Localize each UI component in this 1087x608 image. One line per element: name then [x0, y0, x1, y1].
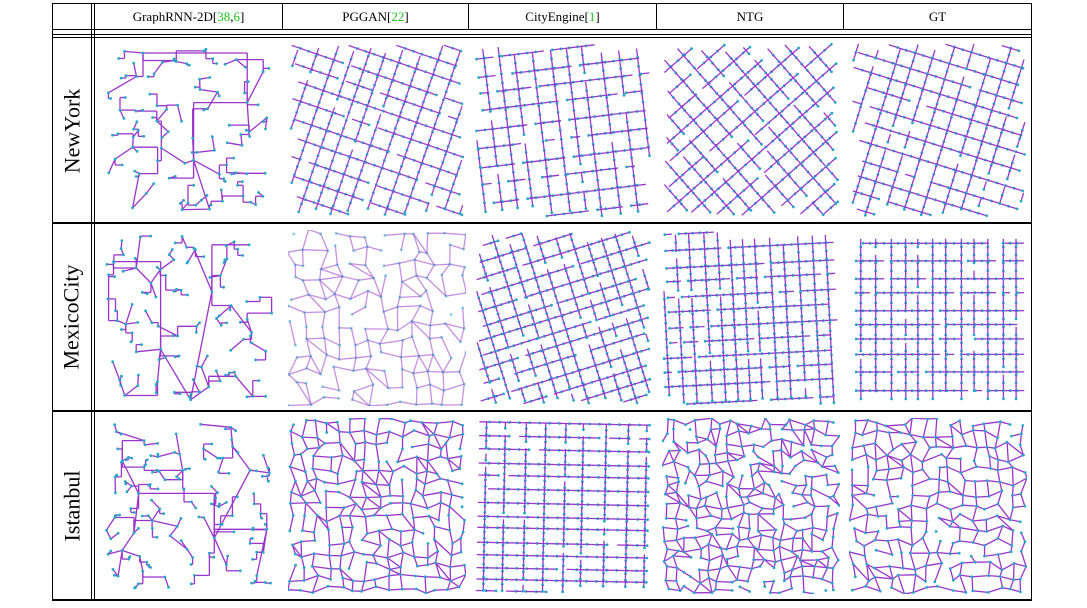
road-network-graphic: [475, 44, 651, 218]
top-rule: [52, 3, 1032, 4]
road-map-mexicocity-pggan: [288, 230, 466, 406]
column-rule-2: [468, 3, 469, 30]
column-header-ntg: NTG: [657, 4, 843, 29]
road-network-graphic: [105, 234, 273, 402]
label-double-rule-1: [91, 3, 92, 600]
row-rule-1: [52, 222, 1032, 224]
road-map-istanbul-graphrnn: [100, 418, 278, 594]
road-map-newyork-cityengine: [474, 42, 652, 218]
header-bottom-rule: [52, 29, 1032, 30]
road-map-istanbul-pggan: [288, 418, 466, 594]
road-map-istanbul-ntg: [662, 418, 840, 594]
road-network-graphic: [288, 230, 466, 406]
road-map-istanbul-cityengine: [474, 418, 652, 594]
road-map-newyork-gt: [849, 42, 1027, 218]
road-network-graphic: [107, 47, 271, 212]
left-edge-rule: [52, 3, 53, 600]
column-header-graphrnn: GraphRNN-2D [38, 6]: [132, 8, 245, 24]
road-network-graphic: [854, 238, 1025, 401]
bottom-rule: [52, 599, 1032, 601]
column-header-gt: GT: [844, 4, 1031, 29]
road-map-newyork-graphrnn: [100, 42, 278, 218]
road-map-istanbul-gt: [849, 418, 1027, 594]
road-network-graphic: [476, 420, 651, 594]
road-map-mexicocity-graphrnn: [100, 230, 278, 406]
road-network-graphic: [662, 231, 838, 406]
column-name: CityEngine: [525, 8, 585, 24]
label-double-rule-2: [94, 3, 95, 600]
road-network-graphic: [288, 418, 466, 594]
citation-ref[interactable]: 38: [217, 8, 231, 24]
row-label-istanbul: Istanbul: [59, 470, 85, 542]
row-label-mexicocity: MexicoCity: [59, 264, 85, 370]
column-header-cityengine: CityEngine [1]: [525, 8, 600, 24]
column-name: GT: [928, 8, 947, 24]
citation-ref[interactable]: 22: [391, 8, 405, 24]
road-map-mexicocity-gt: [849, 230, 1027, 406]
road-map-mexicocity-ntg: [662, 230, 840, 406]
header-double-rule-2: [52, 37, 1032, 38]
column-rule-1: [282, 3, 283, 30]
column-name: NTG: [736, 8, 764, 24]
road-network-graphic: [289, 44, 465, 217]
column-rule-3: [656, 3, 657, 30]
row-rule-2: [52, 410, 1032, 412]
row-label-newyork: NewYork: [59, 88, 84, 174]
road-network-graphic: [662, 418, 840, 594]
road-map-newyork-pggan: [288, 42, 466, 218]
road-network-graphic: [105, 422, 272, 590]
road-network-graphic: [663, 43, 840, 217]
road-network-graphic: [849, 418, 1027, 594]
road-map-newyork-ntg: [662, 42, 840, 218]
road-network-graphic: [851, 43, 1026, 218]
road-network-graphic: [476, 230, 652, 405]
right-edge-rule: [1031, 3, 1032, 600]
column-name: GraphRNN-2D: [132, 8, 213, 24]
column-header-pggan: PGGAN [22]: [342, 8, 409, 24]
column-name: PGGAN: [342, 8, 388, 24]
header-double-rule-1: [52, 34, 1032, 35]
column-rule-4: [843, 3, 844, 30]
citation-ref[interactable]: 1: [588, 8, 596, 24]
citation-ref[interactable]: 6: [233, 8, 240, 24]
road-map-mexicocity-cityengine: [474, 230, 652, 406]
